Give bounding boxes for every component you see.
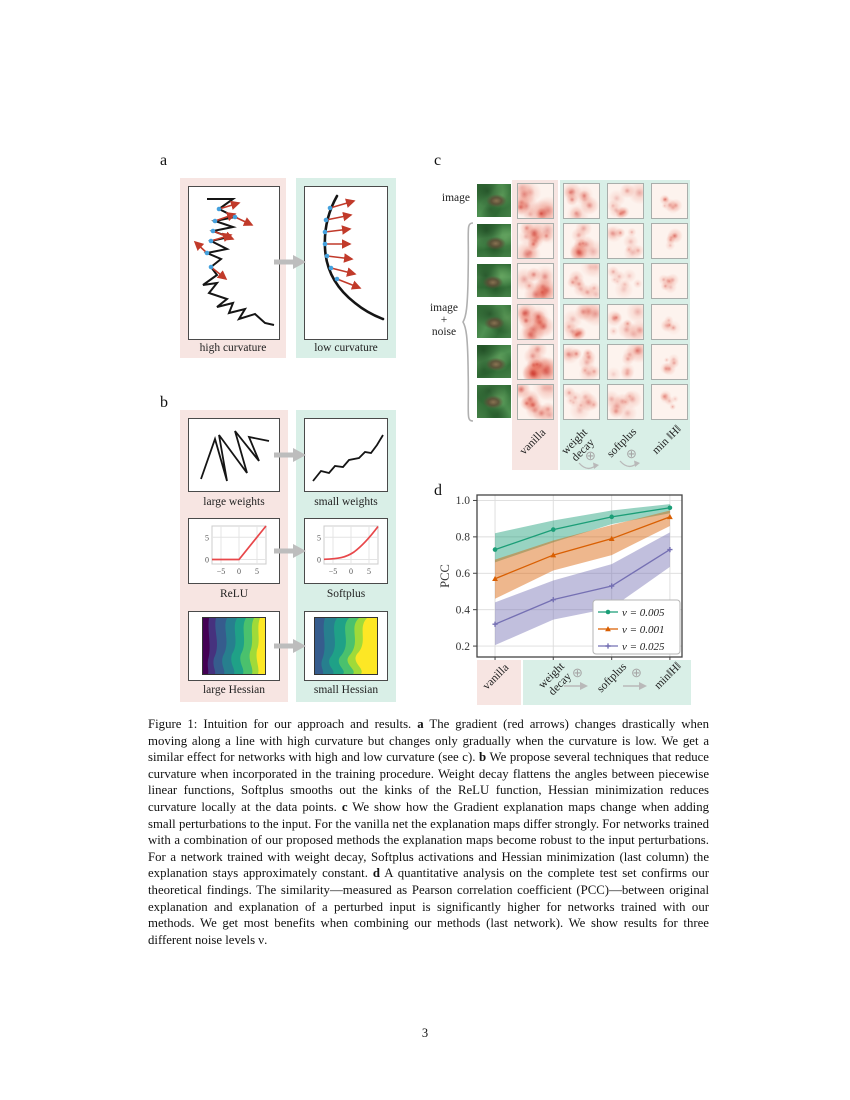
softplus-ytick: 5 — [317, 534, 321, 543]
explanation-heatmap-cell — [517, 183, 554, 219]
explanation-heatmap-cell — [563, 263, 600, 300]
explanation-heatmap-cell — [517, 303, 554, 340]
explanation-heatmap-cell — [651, 303, 688, 340]
explanation-heatmap-cell — [607, 223, 644, 260]
combine-arrow-icon — [564, 682, 588, 690]
softplus-xtick: 5 — [367, 567, 371, 576]
input-image-cell — [477, 224, 511, 258]
explanation-heatmap-cell — [517, 343, 554, 380]
large-weights-drawing — [200, 430, 270, 482]
explanation-heatmap-cell — [651, 384, 688, 420]
softplus-plot: 5 0 −5 0 5 — [304, 518, 388, 584]
figure-caption: Figure 1: Intuition for our approach and… — [148, 717, 710, 947]
panel-b-label: b — [160, 394, 168, 411]
explanation-heatmap-cell — [563, 343, 600, 380]
combine-plus-icon: ⊕ — [626, 446, 637, 461]
high-curvature-drawing — [193, 198, 275, 326]
panel-a-label: a — [160, 152, 168, 169]
combine-plus-icon: ⊕ — [585, 448, 596, 463]
small-hessian-contour — [314, 617, 378, 675]
explanation-heatmap-cell — [563, 303, 600, 340]
image-noise-group-label: image + noise — [429, 302, 459, 338]
explanation-heatmap-cell — [563, 384, 600, 420]
softplus-mini-plot: 5 0 −5 0 5 — [317, 525, 379, 576]
small-weights-drawing — [312, 434, 384, 482]
explanation-heatmap-cell — [563, 183, 600, 219]
input-image-cell — [477, 304, 511, 338]
svg-text:ν = 0.005: ν = 0.005 — [622, 607, 665, 619]
svg-text:1.0: 1.0 — [456, 495, 471, 507]
explanation-heatmap-cell — [607, 263, 644, 300]
large-hessian-caption: large Hessian — [202, 684, 266, 696]
low-curvature-illustration — [304, 186, 388, 340]
input-image-cell — [477, 184, 511, 217]
combine-plus-icon: ⊕ — [631, 665, 642, 680]
transform-arrow-icon — [274, 544, 306, 558]
svg-text:0.2: 0.2 — [456, 641, 471, 653]
svg-text:ν = 0.025: ν = 0.025 — [622, 641, 665, 653]
transform-arrow-icon — [274, 448, 306, 462]
large-weights-illustration — [188, 418, 280, 492]
relu-caption: ReLU — [219, 588, 249, 600]
high-curvature-caption: high curvature — [199, 342, 267, 354]
low-curvature-caption: low curvature — [314, 342, 378, 354]
input-image-cell — [477, 264, 511, 298]
explanation-heatmap-cell — [607, 384, 644, 420]
explanation-heatmap-cell — [651, 183, 688, 219]
small-hessian-illustration — [304, 611, 388, 681]
explanation-heatmap-cell — [651, 263, 688, 300]
svg-text:0.4: 0.4 — [456, 604, 471, 616]
relu-ytick: 0 — [205, 556, 209, 565]
combine-arrow-icon — [578, 462, 599, 470]
input-image-cell — [477, 385, 511, 418]
svg-text:0.8: 0.8 — [456, 532, 471, 544]
panel-d-label: d — [434, 482, 442, 499]
explanation-heatmap-cell — [607, 343, 644, 380]
explanation-heatmap-cell — [607, 303, 644, 340]
pcc-line-chart: 0.2 0.4 0.6 0.8 1.0 PCC ν = 0.005 ν = 0.001 ν = … — [438, 494, 683, 661]
image-row-label: image — [441, 192, 470, 204]
explanation-heatmap-cell — [651, 343, 688, 380]
explanation-heatmap-cell — [517, 384, 554, 420]
small-hessian-caption: small Hessian — [313, 684, 379, 696]
low-curvature-drawing — [322, 194, 385, 321]
transform-arrow-icon — [274, 639, 306, 653]
combine-arrow-icon — [623, 682, 647, 690]
relu-xtick: −5 — [217, 567, 226, 576]
transform-arrow-icon — [274, 255, 306, 269]
relu-xtick: 0 — [237, 567, 241, 576]
input-image-cell — [477, 344, 511, 378]
page-number: 3 — [421, 1026, 429, 1040]
explanation-heatmap-cell — [651, 223, 688, 260]
small-weights-caption: small weights — [314, 496, 378, 508]
softplus-xtick: 0 — [349, 567, 353, 576]
chart-methods-strip — [523, 660, 691, 705]
relu-mini-plot: 5 0 −5 0 5 — [205, 525, 267, 576]
relu-plot: 5 0 −5 0 5 — [188, 518, 280, 584]
relu-ytick: 5 — [205, 534, 209, 543]
svg-text:0.6: 0.6 — [456, 568, 471, 580]
high-curvature-illustration — [188, 186, 280, 340]
panel-c-label: c — [434, 152, 442, 169]
relu-xtick: 5 — [255, 567, 259, 576]
large-hessian-illustration — [188, 611, 280, 681]
softplus-ytick: 0 — [317, 556, 321, 565]
combine-plus-icon: ⊕ — [572, 665, 583, 680]
explanation-heatmap-cell — [563, 223, 600, 260]
chart-vanilla-strip — [477, 660, 521, 705]
svg-text:ν = 0.001: ν = 0.001 — [622, 624, 665, 636]
small-weights-illustration — [304, 418, 388, 492]
softplus-xtick: −5 — [329, 567, 338, 576]
large-weights-caption: large weights — [203, 496, 265, 508]
softplus-caption: Softplus — [326, 588, 366, 600]
noise-rows-brace — [462, 222, 474, 422]
explanation-heatmap-cell — [517, 223, 554, 260]
combine-arrow-icon — [619, 460, 640, 468]
explanation-heatmap-cell — [517, 263, 554, 300]
svg-text:PCC: PCC — [438, 564, 452, 588]
explanation-heatmap-cell — [607, 183, 644, 219]
large-hessian-contour — [202, 617, 266, 675]
